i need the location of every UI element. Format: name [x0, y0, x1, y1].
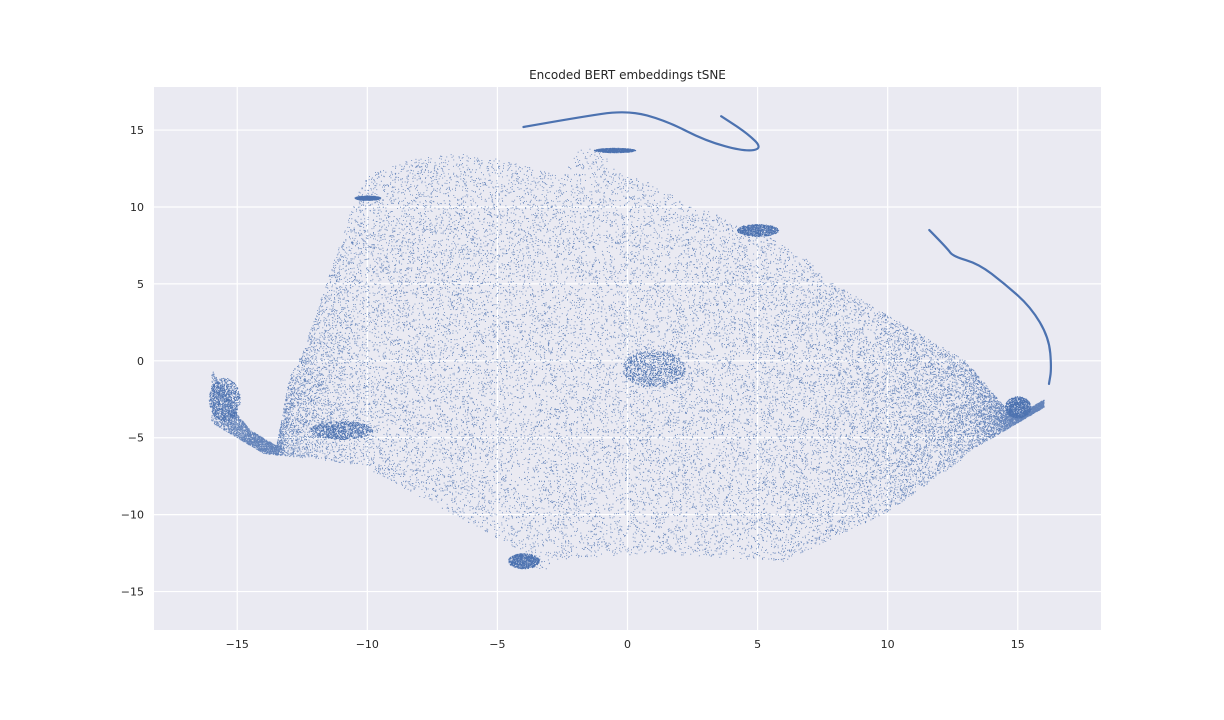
y-tick-label: −10 [121, 509, 144, 522]
curve-annotations [522, 111, 1053, 385]
y-tick-label: 0 [137, 355, 144, 368]
x-tick-label: −5 [489, 638, 505, 651]
y-tick-label: −5 [128, 432, 144, 445]
scatter-filament-1 [522, 111, 760, 152]
x-tick-label: 0 [624, 638, 631, 651]
x-tick-label: −10 [356, 638, 379, 651]
chart-title: Encoded BERT embeddings tSNE [529, 68, 726, 82]
x-tick-label: 10 [881, 638, 895, 651]
y-axis-ticks: −15 −10 −5 0 5 10 15 [121, 124, 144, 598]
scatter-filament-2 [928, 228, 1053, 385]
x-tick-label: 15 [1011, 638, 1025, 651]
scatter-point-cloud [211, 148, 1045, 570]
y-tick-label: 5 [137, 278, 144, 291]
scatter-points [208, 147, 1045, 570]
y-tick-label: 15 [130, 124, 144, 137]
x-tick-label: 5 [754, 638, 761, 651]
y-tick-label: 10 [130, 201, 144, 214]
x-tick-label: −15 [226, 638, 249, 651]
y-tick-label: −15 [121, 586, 144, 599]
x-axis-ticks: −15 −10 −5 0 5 10 15 [226, 638, 1025, 651]
